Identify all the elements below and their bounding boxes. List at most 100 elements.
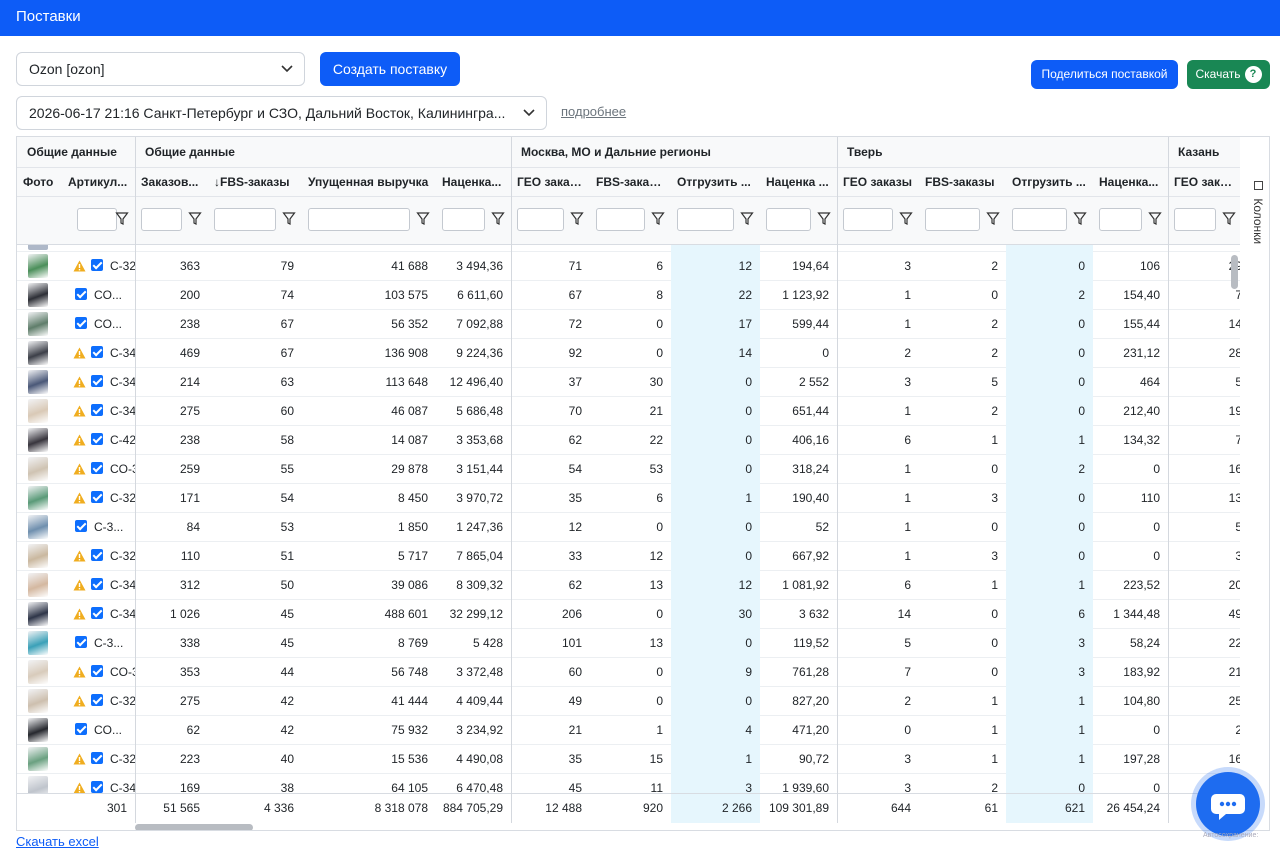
row-checkbox[interactable] xyxy=(75,520,87,532)
column-header[interactable]: ГЕО заказы xyxy=(843,175,912,189)
row-checkbox[interactable] xyxy=(91,375,103,387)
vertical-scrollbar-thumb[interactable] xyxy=(1231,255,1238,289)
row-checkbox[interactable] xyxy=(91,259,103,271)
filter-input[interactable] xyxy=(77,208,117,231)
download-button[interactable]: Скачать? xyxy=(1187,60,1270,89)
filter-icon[interactable] xyxy=(1073,211,1087,227)
table-row[interactable]: CO... 200 74 103 575 6 611,60 67 8 22 1 123,92 1 0… xyxy=(17,281,1240,310)
table-row[interactable]: С-32 363 79 41 688 3 494,36 71 6 12 194,64 3 2 0 106… xyxy=(17,252,1240,281)
filter-input[interactable] xyxy=(843,208,893,231)
row-checkbox[interactable] xyxy=(91,491,103,503)
filter-icon[interactable] xyxy=(651,211,665,227)
column-header[interactable]: ↓FBS-заказы xyxy=(214,175,290,189)
column-header[interactable]: ГЕО заказы xyxy=(1174,175,1241,189)
table-row[interactable]: С-34 275 60 46 087 5 686,48 70 21 0 651,44 1 2 0 212… xyxy=(17,397,1240,426)
filter-input[interactable] xyxy=(517,208,564,231)
filter-icon[interactable] xyxy=(740,211,754,227)
row-checkbox[interactable] xyxy=(91,346,103,358)
filter-icon[interactable] xyxy=(282,211,296,227)
create-shipment-button[interactable]: Создать поставку xyxy=(320,52,460,86)
column-header[interactable]: Отгрузить ... xyxy=(677,175,751,189)
row-checkbox[interactable] xyxy=(91,694,103,706)
filter-input[interactable] xyxy=(925,208,980,231)
filter-icon[interactable] xyxy=(491,211,505,227)
filter-input[interactable] xyxy=(1174,208,1216,231)
product-photo xyxy=(28,245,48,250)
filter-input[interactable] xyxy=(141,208,182,231)
column-header[interactable]: Упущенная выручка xyxy=(308,175,429,189)
filter-icon[interactable] xyxy=(115,211,129,227)
table-row[interactable]: С-34 312 50 39 086 8 309,32 62 13 12 1 081,92 6 1 1… xyxy=(17,571,1240,600)
filter-icon[interactable] xyxy=(1222,211,1236,227)
chat-button[interactable] xyxy=(1196,772,1260,836)
warning-icon xyxy=(73,405,86,417)
row-checkbox[interactable] xyxy=(91,781,103,793)
horizontal-scrollbar[interactable] xyxy=(17,823,1240,830)
filter-input[interactable] xyxy=(308,208,410,231)
row-checkbox[interactable] xyxy=(91,462,103,474)
table-row[interactable]: С-32 275 42 41 444 4 409,44 49 0 0 827,20 2 1 1 104,… xyxy=(17,687,1240,716)
row-checkbox[interactable] xyxy=(91,549,103,561)
table-row[interactable]: С-32 223 40 15 536 4 490,08 35 15 1 90,72 3 1 1 197,… xyxy=(17,745,1240,774)
filter-icon[interactable] xyxy=(416,211,430,227)
column-header[interactable]: FBS-заказы xyxy=(596,175,666,189)
column-header[interactable]: Отгрузить ... xyxy=(1012,175,1086,189)
filter-icon[interactable] xyxy=(570,211,584,227)
table-row[interactable]: CO... 238 67 56 352 7 092,88 72 0 17 599,44 1 2 0 15… xyxy=(17,310,1240,339)
table-row[interactable]: С-34 469 67 136 908 9 224,36 92 0 14 0 2 2 0 231,12 2… xyxy=(17,339,1240,368)
filter-icon[interactable] xyxy=(188,211,202,227)
row-checkbox[interactable] xyxy=(91,578,103,590)
filter-icon[interactable] xyxy=(986,211,1000,227)
column-header[interactable]: ГЕО заказы xyxy=(517,175,586,189)
column-header[interactable]: FBS-заказы xyxy=(925,175,995,189)
table-cell: 35 xyxy=(568,491,582,505)
column-header[interactable]: Заказов... xyxy=(141,175,199,189)
table-cell: 5 428 xyxy=(472,636,503,650)
table-row[interactable] xyxy=(17,245,1240,252)
table-row[interactable]: С-34 214 63 113 648 12 496,40 37 30 0 2 552 3 5 0 46… xyxy=(17,368,1240,397)
horizontal-scrollbar-thumb[interactable] xyxy=(135,824,253,830)
row-checkbox[interactable] xyxy=(91,433,103,445)
filter-input[interactable] xyxy=(766,208,811,231)
filter-input[interactable] xyxy=(1012,208,1067,231)
row-checkbox[interactable] xyxy=(75,288,87,300)
filter-input[interactable] xyxy=(214,208,276,231)
table-row[interactable]: С-3... 338 45 8 769 5 428 101 13 0 119,52 5 0 3 58,2… xyxy=(17,629,1240,658)
table-row[interactable]: С-34 169 38 64 105 6 470,48 45 11 3 1 939,60 3 2 0 0… xyxy=(17,774,1240,793)
filter-input[interactable] xyxy=(677,208,734,231)
column-header[interactable]: Артикул... xyxy=(68,175,128,189)
warning-icon xyxy=(73,753,86,765)
column-header[interactable]: Фото xyxy=(23,175,54,189)
row-checkbox[interactable] xyxy=(75,317,87,329)
marketplace-select[interactable]: Ozon [ozon] xyxy=(16,52,305,86)
filter-input[interactable] xyxy=(1099,208,1142,231)
share-shipment-button[interactable]: Поделиться поставкой xyxy=(1031,60,1178,89)
row-checkbox[interactable] xyxy=(91,752,103,764)
row-checkbox[interactable] xyxy=(75,636,87,648)
table-row[interactable]: С-34 1 026 45 488 601 32 299,12 206 0 30 3 632 14… xyxy=(17,600,1240,629)
table-row[interactable]: С-42 238 58 14 087 3 353,68 62 22 0 406,16 6 1 1 134… xyxy=(17,426,1240,455)
row-checkbox[interactable] xyxy=(91,607,103,619)
shipment-date-select[interactable]: 2026-06-17 21:16 Санкт-Петербург и СЗО, … xyxy=(16,96,547,130)
details-link[interactable]: подробнее xyxy=(561,104,627,119)
filter-icon[interactable] xyxy=(899,211,913,227)
columns-tab[interactable]: Колонки xyxy=(1245,181,1265,251)
filter-input[interactable] xyxy=(442,208,485,231)
column-header[interactable]: Наценка ... xyxy=(766,175,829,189)
column-header[interactable]: Наценка... xyxy=(1099,175,1159,189)
filter-input[interactable] xyxy=(596,208,645,231)
column-header[interactable]: Наценка... xyxy=(442,175,502,189)
filter-icon[interactable] xyxy=(817,211,831,227)
download-excel-link[interactable]: Скачать excel xyxy=(16,834,99,849)
row-checkbox[interactable] xyxy=(75,723,87,735)
filter-icon[interactable] xyxy=(1148,211,1162,227)
row-checkbox[interactable] xyxy=(91,404,103,416)
row-checkbox[interactable] xyxy=(91,665,103,677)
table-cell: 37 xyxy=(568,375,582,389)
